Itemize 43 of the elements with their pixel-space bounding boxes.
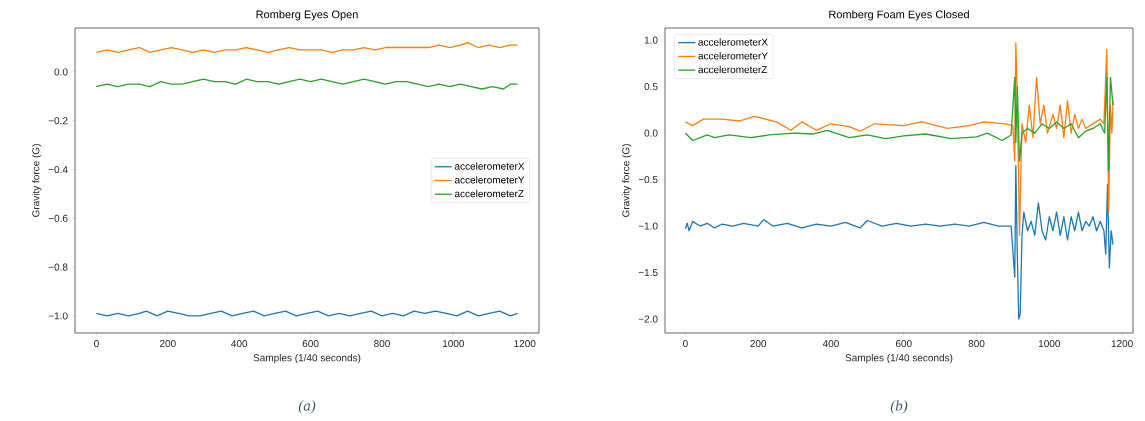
chart-title: Romberg Eyes Open	[256, 10, 358, 21]
legend-label: accelerometerY	[698, 52, 768, 60]
legend-label: accelerometerX	[454, 162, 525, 170]
y-tick-label: 1.0	[644, 36, 658, 44]
legend-label: accelerometerX	[698, 38, 768, 46]
y-axis-title: Gravity force (G)	[622, 144, 632, 217]
text: (b)	[890, 400, 908, 414]
x-tick-label: 200	[750, 340, 767, 348]
y-tick-label: −0.8	[48, 263, 68, 271]
x-tick-label: 800	[374, 340, 390, 348]
y-tick-label: 0.0	[54, 68, 68, 76]
y-tick-label: −1.0	[638, 222, 658, 230]
y-tick-label: −0.2	[48, 117, 68, 125]
x-tick-label: 400	[822, 340, 839, 348]
x-tick-label: 0	[683, 340, 688, 348]
y-axis-title: Gravity force (G)	[32, 144, 42, 217]
y-tick-label: −0.4	[48, 165, 68, 174]
y-tick-label: −1.0	[48, 312, 68, 320]
chart-title: Romberg Foam Eyes Closed	[829, 10, 969, 21]
x-tick-label: 200	[159, 340, 176, 348]
text: (a)	[298, 400, 316, 414]
x-tick-label: 400	[231, 340, 248, 348]
x-tick-label: 600	[302, 340, 319, 348]
y-tick-label: −0.5	[638, 176, 658, 184]
x-tick-label: 600	[895, 340, 912, 348]
y-tick-label: 0.5	[644, 83, 658, 91]
x-axis-title: Samples (1/40 seconds)	[253, 353, 361, 364]
x-tick-label: 1000	[442, 340, 465, 348]
x-tick-label: 0	[94, 340, 99, 348]
line-series	[684, 164, 1114, 320]
y-tick-label: −1.5	[638, 269, 658, 277]
y-tick-label: −0.6	[48, 214, 68, 222]
y-tick-label: 0.0	[644, 129, 658, 137]
x-tick-label: 1000	[1038, 340, 1061, 348]
y-tick-label: −2.0	[638, 315, 658, 323]
x-tick-label: 1200	[514, 340, 536, 348]
x-tick-label: 1200	[1111, 340, 1133, 348]
legend-label: accelerometerZ	[454, 189, 524, 198]
legend-label: accelerometerY	[454, 176, 525, 184]
x-axis-title: Samples (1/40 seconds)	[845, 353, 953, 364]
line-series	[684, 76, 1114, 171]
legend-label: accelerometerZ	[698, 65, 768, 74]
x-tick-label: 800	[968, 340, 985, 348]
